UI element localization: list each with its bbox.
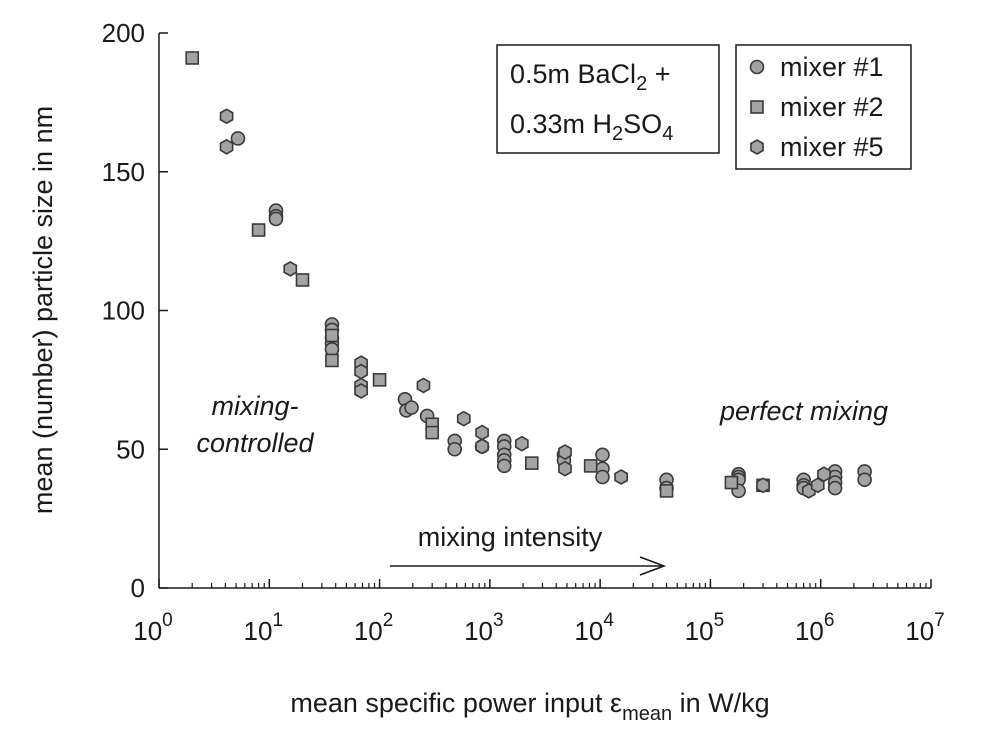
circle-point bbox=[404, 400, 419, 415]
mixing-intensity-arrow bbox=[390, 556, 667, 576]
y-tick-label: 0 bbox=[131, 573, 145, 603]
y-tick-label: 100 bbox=[102, 296, 145, 326]
x-tick-label: 105 bbox=[685, 610, 725, 646]
x-tick-label: 100 bbox=[133, 610, 173, 646]
y-tick-label: 150 bbox=[102, 157, 145, 187]
x-axis-ticks: 100 101 102 103 104 105 106 107 bbox=[133, 579, 945, 646]
hexagon-point bbox=[283, 260, 298, 277]
square-point bbox=[659, 484, 674, 498]
x-tick-label: 104 bbox=[574, 610, 614, 646]
x-tick-label: 107 bbox=[905, 610, 945, 646]
circle-point bbox=[827, 480, 843, 496]
circle-point bbox=[230, 131, 246, 146]
hexagon-point bbox=[558, 460, 572, 477]
hexagon-point bbox=[475, 438, 489, 455]
x-tick-label: 101 bbox=[244, 610, 284, 646]
annotation-mixing-controlled-2: controlled bbox=[196, 428, 314, 458]
annotation-perfect-mixing: perfect mixing bbox=[719, 396, 888, 426]
composition-box: 0.5m BaCl2 + 0.33m H2SO4 bbox=[496, 44, 720, 154]
hexagon-point bbox=[456, 410, 471, 427]
composition-line-1: 0.5m BaCl2 + bbox=[510, 59, 670, 95]
hexagon-point bbox=[756, 477, 770, 494]
square-point bbox=[325, 328, 339, 343]
square-point bbox=[295, 273, 310, 287]
square-point bbox=[251, 223, 266, 237]
hexagon-point bbox=[817, 466, 831, 483]
y-tick-label: 50 bbox=[116, 434, 145, 464]
hexagon-point bbox=[416, 377, 431, 394]
x-axis-label-unit: in W/kg bbox=[672, 688, 770, 718]
hexagon-point bbox=[614, 469, 629, 485]
series-mixer-5 bbox=[219, 108, 831, 499]
square-point bbox=[583, 459, 598, 473]
legend-label: mixer #5 bbox=[780, 132, 884, 162]
hexagon-point bbox=[475, 424, 489, 441]
hexagon-point bbox=[354, 383, 368, 399]
hexagon-point bbox=[354, 363, 368, 380]
y-axis-ticks: 0 50 100 150 200 bbox=[102, 18, 168, 603]
hexagon-point bbox=[558, 444, 572, 460]
x-tick-label: 106 bbox=[795, 610, 835, 646]
y-tick-label: 200 bbox=[102, 18, 145, 48]
legend-circle-marker bbox=[749, 59, 765, 75]
annotation-mixing-controlled-1: mixing- bbox=[211, 391, 298, 421]
square-point bbox=[524, 456, 539, 470]
x-tick-label: 103 bbox=[464, 610, 504, 646]
y-axis-label: mean (number) particle size in nm bbox=[28, 106, 58, 514]
square-point bbox=[325, 353, 339, 368]
square-point bbox=[185, 51, 199, 65]
x-tick-label: 102 bbox=[354, 610, 394, 646]
data-points bbox=[185, 51, 872, 499]
legend-label: mixer #1 bbox=[780, 52, 884, 82]
hexagon-point bbox=[219, 108, 234, 125]
x-axis-label-sub: mean bbox=[622, 703, 672, 725]
legend-square-marker bbox=[750, 100, 764, 114]
square-point bbox=[724, 475, 739, 490]
hexagon-point bbox=[219, 138, 234, 155]
circle-point bbox=[595, 447, 610, 463]
circle-point bbox=[857, 472, 872, 488]
circle-point bbox=[595, 469, 610, 485]
circle-point bbox=[268, 211, 284, 227]
series-mixer-1 bbox=[230, 131, 872, 499]
legend-hexagon-marker bbox=[750, 139, 764, 155]
circle-point bbox=[496, 458, 512, 474]
legend-label: mixer #2 bbox=[780, 92, 884, 122]
x-axis-label-main: mean specific power input ε bbox=[290, 688, 622, 718]
square-point bbox=[372, 373, 387, 387]
composition-line-2: 0.33m H2SO4 bbox=[510, 109, 673, 145]
hexagon-point bbox=[514, 435, 529, 452]
legend: mixer #1 mixer #2 mixer #5 bbox=[735, 44, 912, 170]
x-axis-label: mean specific power input εmean in W/kg bbox=[290, 688, 769, 725]
square-point bbox=[425, 425, 439, 440]
circle-point bbox=[447, 441, 463, 457]
annotation-mixing-intensity: mixing intensity bbox=[418, 522, 603, 552]
